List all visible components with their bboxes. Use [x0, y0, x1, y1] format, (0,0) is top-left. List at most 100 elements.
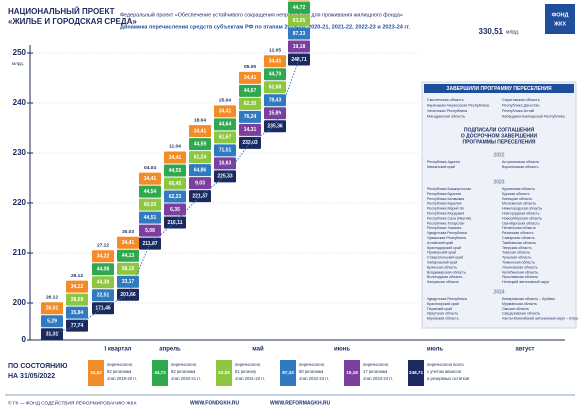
column-date: 26.12: [46, 294, 58, 300]
total-label: 77,74: [71, 323, 84, 329]
y-axis-unit: млрд.: [12, 61, 24, 66]
segment-label: 44,08: [97, 267, 110, 273]
segment-label: 64,86: [194, 167, 207, 173]
column-date: 29.12: [71, 273, 83, 279]
segment-label: 44,54: [144, 189, 157, 195]
region: Кабардино-Балкарская Республика: [502, 115, 565, 119]
segment-label: 44,67: [244, 88, 257, 94]
region: Нижегородская область: [502, 207, 542, 211]
region: Республика Карелия: [427, 202, 462, 206]
region: Республика Саха (Якутия): [427, 216, 471, 220]
year-label: 2024: [493, 289, 504, 295]
legend-text: 17 регионам: [363, 369, 387, 374]
legend-text: перечислено: [107, 362, 133, 367]
region: Республика Калмыкия: [427, 197, 464, 201]
logo-text: ФОНД: [552, 12, 569, 18]
region: Владимирская область: [427, 270, 466, 274]
logo-text: ЖКХ: [553, 21, 566, 27]
legend-text: перечислено всего: [427, 362, 464, 367]
region: Тамбовская область: [502, 241, 536, 245]
region: Кировская область: [427, 317, 459, 321]
region: Курганская область: [502, 187, 535, 191]
region: Самарская область: [502, 236, 535, 240]
segment-label: 26,01: [46, 306, 59, 312]
legend-text: этап 2021-22 гг.: [235, 376, 265, 381]
legend-text: перечислено: [299, 362, 325, 367]
region: Омская область: [502, 307, 529, 311]
segment-label: 44,64: [219, 122, 232, 128]
segment-label: 5,29: [47, 319, 57, 325]
y-tick-label: 200: [13, 298, 27, 307]
y-tick-label: 0: [22, 335, 27, 344]
legend-amount: 34,42: [90, 370, 102, 375]
region: Ставропольский край: [427, 256, 463, 260]
y-tick-label: 230: [13, 148, 27, 157]
segment-label: 34,41: [269, 59, 282, 65]
total-unit: млрд.: [506, 29, 519, 35]
segment-label: 15,84: [71, 310, 84, 316]
legend-amount: 63,05: [218, 370, 230, 375]
segment-label: 60,05: [144, 202, 157, 208]
region: Кемеровская область – Кузбасс: [502, 297, 555, 301]
segment-label: 33,17: [122, 279, 135, 285]
column-date: 27.12: [97, 243, 109, 249]
region: Чувашская Республика: [427, 236, 466, 240]
segment-label: 61,24: [194, 154, 207, 160]
y-tick-label: 210: [13, 248, 27, 257]
segment-label: 44,55: [169, 168, 182, 174]
region: Приморский край: [427, 251, 456, 255]
segment-label: 10,63: [219, 161, 232, 167]
region: Республика Дагестан: [502, 104, 540, 108]
column-date: 05.05: [244, 64, 256, 70]
region: Мурманская область: [502, 302, 537, 306]
column-date: 30.03: [122, 229, 134, 235]
segment-label: 14,31: [244, 127, 257, 133]
segment-label: 63,05: [293, 18, 306, 24]
month-label: I квартал: [105, 347, 132, 353]
region: Удмуртская Республика: [427, 297, 467, 301]
logo-box: [545, 4, 575, 34]
region: Тульская область: [502, 256, 532, 260]
segment-label: 34,41: [219, 109, 232, 115]
region: Московская область: [502, 202, 536, 206]
column-date: 12.05: [269, 47, 281, 53]
segment-label: 19,18: [293, 44, 306, 50]
region: Воронежская область: [502, 165, 539, 169]
region: Саратовская область: [502, 98, 540, 102]
segment-label: 44,72: [293, 5, 306, 11]
month-label: июль: [427, 347, 443, 353]
status: ПО СОСТОЯНИЮ: [8, 363, 67, 370]
region: Липецкая область: [502, 197, 532, 201]
segment-label: 76,24: [244, 114, 257, 120]
region: Свердловская область: [502, 312, 540, 316]
region: Магаданская область: [427, 115, 465, 119]
legend-text: этап 2020-21 гг.: [171, 376, 201, 381]
region: Республика Хакасия: [427, 226, 461, 230]
status: НА 31/05/2022: [8, 373, 55, 380]
segment-label: 62,68: [269, 85, 282, 91]
region: Оренбургская область: [502, 221, 540, 225]
region: Красноярский край: [427, 302, 459, 306]
segment-label: 22,51: [97, 293, 110, 299]
segment-label: 71,51: [219, 148, 232, 154]
segment-label: 34,41: [244, 75, 257, 81]
total-label: 31,31: [46, 332, 59, 338]
month-label: май: [252, 346, 264, 353]
region: Ненецкий автономный округ: [502, 280, 550, 284]
legend-text: и резервных остатков: [427, 376, 470, 381]
segment-label: 34,41: [169, 155, 182, 161]
legend-text: перечислено: [171, 362, 197, 367]
region: Тюменская область: [502, 260, 535, 264]
legend-text: этап 2022-23 гг.: [299, 376, 329, 381]
legend-amount: 248,71: [409, 370, 423, 375]
segment-label: 6,35: [170, 207, 180, 213]
region: Калужская область: [427, 280, 459, 284]
legend-text: 80 регионам: [299, 369, 323, 374]
segment-label: 34,41: [194, 128, 207, 134]
panel-subtitle: ПРОГРАММЫ ПЕРЕСЕЛЕНИЯ: [463, 139, 536, 145]
segment-label: 60,45: [169, 181, 182, 187]
total-label: 232,03: [242, 140, 258, 146]
segment-label: 34,22: [97, 254, 110, 260]
region: Курская область: [502, 192, 530, 196]
region: Республика Бурятия: [427, 192, 461, 196]
